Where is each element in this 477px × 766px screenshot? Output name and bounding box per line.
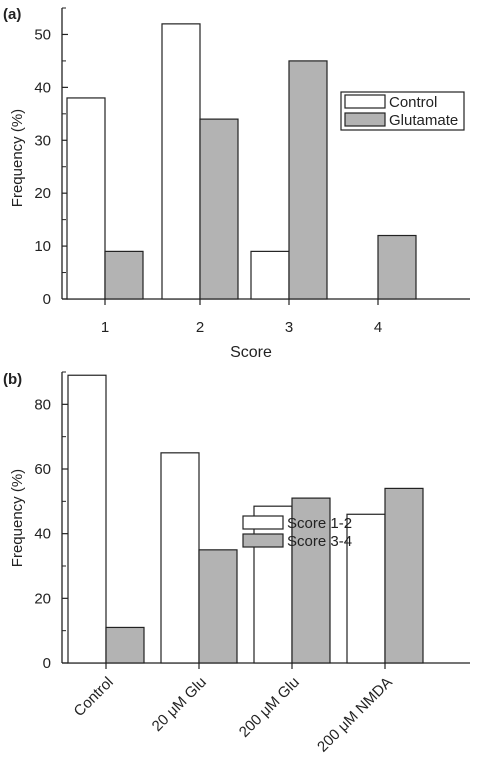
panel-a-chart: (a) 0 10 20 30 40 50 Frequency (%) 1 2 3 4 Score Cont…: [3, 6, 470, 361]
bar-series2: [198, 549, 238, 664]
y-tick-label: 40: [34, 526, 51, 543]
legend-swatch: [242, 515, 284, 530]
legend-label: Score 3-4: [287, 533, 352, 550]
x-tick-label: 200 μM Glu: [236, 674, 303, 741]
bar-series2: [288, 60, 328, 300]
legend-label: Score 1-2: [287, 515, 352, 532]
legend-swatch: [242, 533, 284, 548]
bar-series1: [346, 513, 386, 664]
x-tick-label: 4: [374, 319, 382, 336]
bar-series1: [161, 23, 201, 300]
x-tick-label: 2: [196, 319, 204, 336]
y-tick-label: 40: [34, 79, 51, 96]
bar-series1: [67, 374, 107, 664]
panel-b-chart: (b) 0 20 40 60 80 Frequency (%) Control 20 μM Gl…: [3, 371, 470, 756]
y-tick-label: 50: [34, 26, 51, 43]
y-tick-label: 0: [43, 655, 51, 672]
bar-series2: [384, 487, 424, 664]
x-tick-label: 1: [101, 319, 109, 336]
x-axis-label: Score: [230, 344, 272, 361]
bar-series1: [253, 505, 293, 664]
bar-series2: [105, 626, 145, 664]
panel-a-label: (a): [3, 6, 21, 23]
x-tick-label: Control: [71, 674, 117, 720]
y-tick-label: 0: [43, 291, 51, 308]
y-tick-label: 80: [34, 396, 51, 413]
y-tick-label: 10: [34, 238, 51, 255]
y-tick-label: 30: [34, 132, 51, 149]
bar-series1: [250, 250, 290, 300]
x-tick-label: 200 μM NMDA: [314, 674, 396, 756]
bar-series2: [104, 250, 144, 300]
panel-b-label: (b): [3, 371, 22, 388]
bar-series2: [377, 234, 417, 300]
legend-swatch: [344, 94, 386, 109]
bar-series2: [291, 497, 331, 664]
y-axis-label: Frequency (%): [9, 109, 26, 207]
x-tick-label: 20 μM Glu: [149, 674, 210, 735]
y-tick-label: 60: [34, 461, 51, 478]
legend-label: Control: [389, 94, 437, 111]
bar-series2: [199, 118, 239, 300]
y-tick-label: 20: [34, 185, 51, 202]
legend-swatch: [344, 112, 386, 127]
bar-series1: [66, 97, 106, 300]
y-axis-label: Frequency (%): [9, 469, 26, 567]
x-tick-label: 3: [285, 319, 293, 336]
y-tick-label: 20: [34, 590, 51, 607]
legend-label: Glutamate: [389, 112, 458, 129]
bar-series1: [160, 452, 200, 664]
